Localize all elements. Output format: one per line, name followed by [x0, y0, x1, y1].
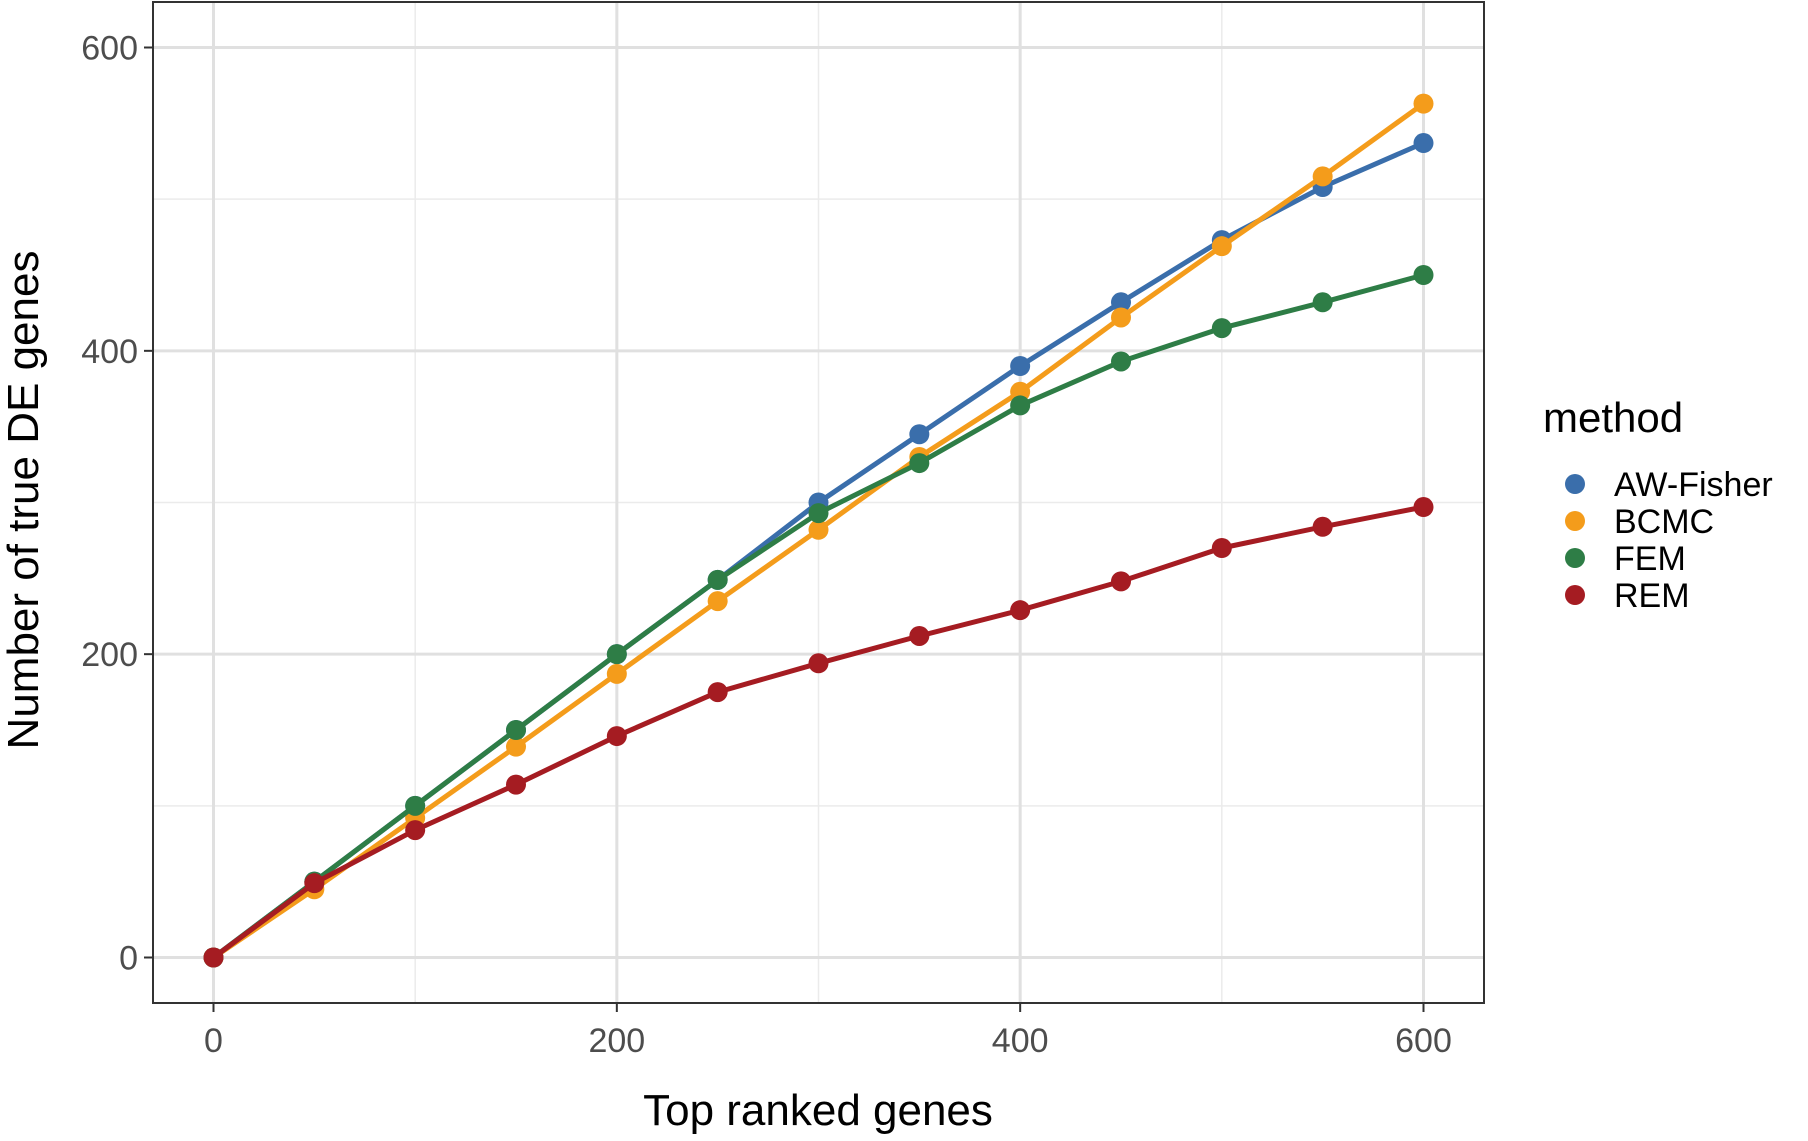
data-point	[808, 519, 829, 540]
legend-label: FEM	[1614, 540, 1686, 578]
data-point	[1413, 133, 1434, 154]
x-tick-label: 600	[1395, 1022, 1452, 1060]
legend-key	[1565, 585, 1585, 605]
data-point	[1413, 265, 1434, 285]
y-tick-labels: 0 200 400 600	[81, 30, 138, 978]
data-point	[909, 424, 930, 445]
data-point	[606, 644, 627, 665]
data-point	[808, 503, 829, 524]
data-point	[909, 453, 930, 474]
series-layer	[203, 93, 1434, 968]
data-point	[1211, 538, 1232, 558]
data-point	[1111, 292, 1131, 313]
data-point	[1312, 516, 1333, 537]
legend-label: REM	[1614, 577, 1690, 615]
data-point	[1413, 497, 1434, 518]
data-point	[1312, 292, 1333, 313]
y-tick-label: 200	[81, 636, 138, 674]
series-group	[203, 497, 1434, 968]
data-point	[707, 591, 728, 612]
legend-label: BCMC	[1614, 503, 1714, 541]
x-axis-title: Top ranked genes	[643, 1086, 993, 1135]
data-point	[1413, 93, 1434, 114]
data-point	[405, 820, 426, 841]
data-point	[1111, 307, 1131, 328]
data-point	[1111, 351, 1131, 372]
data-point	[506, 736, 526, 757]
legend-label: AW-Fisher	[1614, 466, 1773, 504]
data-point	[1010, 600, 1031, 621]
y-tick-label: 400	[81, 333, 138, 371]
axis-ticks	[144, 46, 1425, 1012]
data-point	[1010, 356, 1031, 376]
legend-key	[1565, 548, 1585, 568]
legend-key	[1565, 474, 1585, 494]
y-axis-title: Number of true DE genes	[0, 251, 48, 750]
data-point	[707, 569, 728, 590]
data-point	[506, 720, 526, 740]
data-point	[1010, 395, 1031, 416]
x-tick-label: 200	[588, 1022, 645, 1060]
data-point	[304, 873, 325, 894]
data-point	[808, 653, 829, 674]
data-point	[1211, 236, 1232, 257]
data-point	[707, 682, 728, 703]
y-tick-label: 600	[81, 30, 138, 68]
data-point	[606, 726, 627, 747]
data-point	[506, 774, 526, 795]
data-point	[1111, 571, 1131, 592]
y-tick-label: 0	[119, 940, 138, 978]
data-point	[606, 663, 627, 684]
x-tick-label: 0	[204, 1022, 223, 1060]
data-point	[203, 947, 224, 968]
x-tick-label: 400	[992, 1022, 1049, 1060]
legend-title: method	[1543, 394, 1683, 441]
plot-border	[152, 1, 1485, 1004]
data-point	[405, 795, 426, 816]
data-point	[1211, 318, 1232, 339]
data-point	[909, 625, 930, 646]
data-point	[1312, 166, 1333, 187]
legend-key	[1565, 511, 1585, 531]
x-tick-labels: 0 200 400 600	[204, 1022, 1452, 1060]
